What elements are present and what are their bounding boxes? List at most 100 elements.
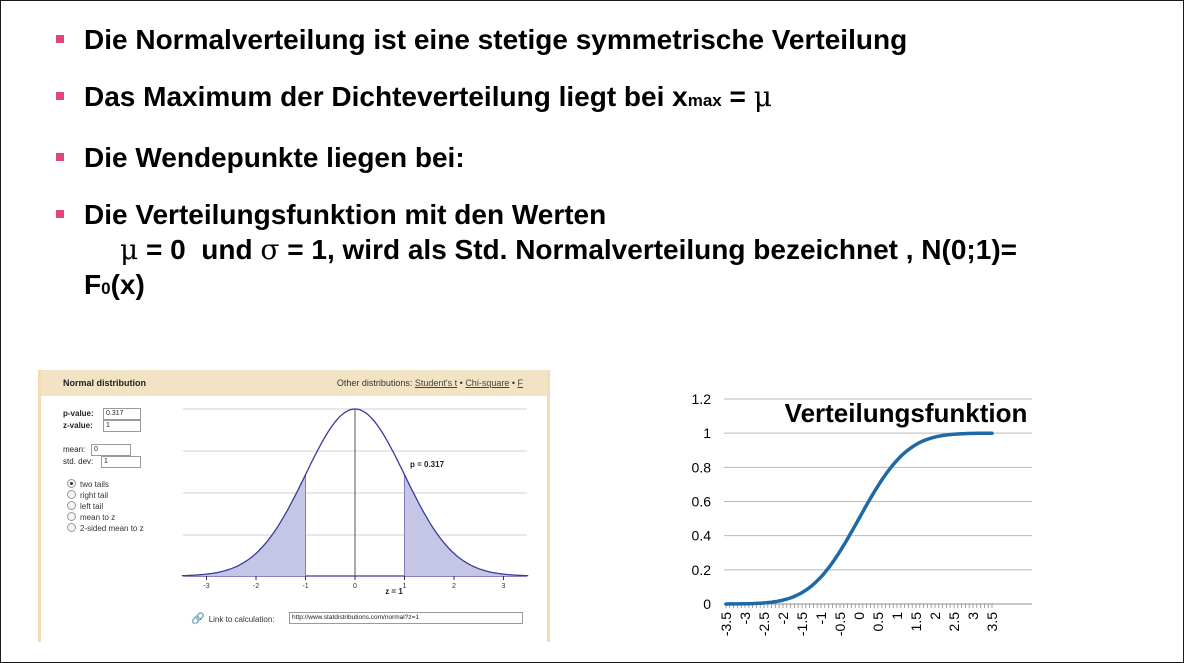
bullet-square-icon [56, 210, 64, 218]
x-tick-label: -3 [203, 583, 209, 590]
cdf-x-tick-label: 3 [965, 612, 981, 620]
std-dev-label: std. dev: [63, 457, 94, 466]
bullet-4-line1: Die Verteilungsfunktion mit den Werten [84, 199, 607, 230]
radio-selected-icon [67, 479, 76, 488]
cdf-grid [724, 398, 1032, 605]
bullet-square-icon [56, 92, 64, 100]
cdf-chart: 0 0.2 0.4 0.6 0.8 1 1.2 -3.5 -3 -2.5 -2 -1.5 -1 -0.5… [692, 391, 1032, 636]
cdf-series-line [724, 431, 994, 606]
sigma-symbol: σ [260, 233, 280, 266]
bullet-4-line2: μ = 0 und σ = 1, wird als Std. Normalver… [84, 232, 1164, 267]
density-x-ticks: -3 -2 -1 0 1 2 3 [203, 576, 506, 590]
chart-title: Verteilungsfunktion [785, 398, 1028, 428]
radio-icon [67, 512, 76, 521]
normal-distribution-calculator: Normal distribution Other distributions:… [38, 370, 550, 642]
cdf-x-tick-label: -0.5 [832, 612, 848, 636]
cdf-y-tick-label: 0 [703, 596, 711, 612]
x-tick-label: 0 [353, 583, 357, 590]
option-2-sided-mean-to-z[interactable]: 2-sided mean to z [67, 523, 144, 533]
cdf-y-tick-label: 1 [703, 425, 711, 441]
mu-symbol: μ [120, 233, 139, 266]
density-grid [183, 408, 527, 577]
mu-symbol: μ [753, 80, 772, 113]
mean-label: mean: [63, 445, 86, 454]
bullet-3: Die Wendepunkte liegen bei: [54, 140, 1164, 176]
bullet-2-equals: = [721, 81, 754, 112]
separator: • [509, 378, 518, 388]
link-to-calculation: 🔗 Link to calculation: [191, 612, 275, 625]
cdf-x-tick-label: 0.5 [870, 612, 886, 632]
x-tick-label: -2 [253, 583, 259, 590]
cdf-x-tick-label: 3.5 [984, 612, 1000, 632]
bullet-2: Das Maximum der Dichteverteilung liegt b… [54, 79, 1164, 119]
cdf-y-tick-label: 0.6 [692, 494, 712, 510]
std-dev-input[interactable]: 1 [101, 456, 141, 468]
bullet-4-line3: F0(x) [84, 269, 145, 300]
bullet-square-icon [56, 153, 64, 161]
bullet-1: Die Normalverteilung ist eine stetige sy… [54, 22, 1164, 58]
cdf-x-tick-label: -3.5 [718, 612, 734, 636]
f-argument: (x) [110, 269, 145, 300]
p-value-label: p-value: [63, 409, 94, 418]
option-left-tail[interactable]: left tail [67, 501, 103, 511]
cdf-y-tick-label: 1.2 [692, 391, 712, 407]
calculator-title: Normal distribution [63, 378, 146, 388]
bullet-3-text: Die Wendepunkte liegen bei: [84, 142, 465, 173]
cdf-x-tick-label: -2.5 [756, 612, 772, 636]
right-tail-shade [404, 474, 529, 576]
left-tail-shade [181, 474, 306, 576]
cdf-y-tick-label: 0.8 [692, 459, 712, 475]
bullet-1-text: Die Normalverteilung ist eine stetige sy… [84, 24, 908, 55]
z-value-input[interactable]: 1 [103, 420, 141, 432]
radio-icon [67, 501, 76, 510]
x-tick-label: 3 [502, 583, 506, 590]
link-label: Link to calculation: [208, 615, 275, 624]
bullet-list: Die Normalverteilung ist eine stetige sy… [54, 22, 1164, 327]
radio-icon [67, 490, 76, 499]
p-annotation: p = 0.317 [410, 460, 445, 469]
cdf-x-tick-label: 2 [927, 612, 943, 620]
bullet-2-text: Das Maximum der Dichteverteilung liegt b… [84, 81, 688, 112]
bullet-4-post: = 1, wird als Std. Normalverteilung beze… [279, 234, 1017, 265]
cdf-x-tick-label: -2 [775, 612, 791, 625]
f-subscript: 0 [101, 279, 111, 298]
x-tick-label: 1 [403, 583, 407, 590]
z-caption: z = 1 [385, 587, 403, 596]
cdf-x-tick-label: 2.5 [946, 612, 962, 632]
cdf-y-tick-label: 0.4 [692, 528, 712, 544]
cdf-y-ticks: 0 0.2 0.4 0.6 0.8 1 1.2 [692, 391, 712, 612]
calculator-header: Normal distribution Other distributions:… [41, 370, 547, 396]
other-distributions-label: Other distributions: [336, 378, 415, 388]
z-value-label: z-value: [63, 421, 93, 430]
cdf-x-tick-label: 1 [889, 612, 905, 620]
bullet-4-mid: = 0 und [138, 234, 261, 265]
link-students-t[interactable]: Student's t [414, 378, 458, 388]
bullet-2-subscript: max [687, 91, 722, 110]
chain-link-icon: 🔗 [191, 613, 205, 625]
bullet-square-icon [56, 35, 64, 43]
calculation-url-input[interactable]: http://www.statdistributions.com/normal?… [289, 612, 523, 624]
p-value-input[interactable]: 0.317 [103, 408, 141, 420]
cdf-x-ticks: -3.5 -3 -2.5 -2 -1.5 -1 -0.5 0 0.5 1 1.5 2 2.5 3 3.5 [718, 604, 1000, 636]
mean-input[interactable]: 0 [91, 444, 131, 456]
density-plot: -3 -2 -1 0 1 2 3 p = 0.317 z = 1 [181, 408, 529, 596]
option-right-tail[interactable]: right tail [67, 490, 108, 500]
other-distributions: Other distributions: Student's t • Chi-s… [337, 378, 523, 388]
x-tick-label: -1 [302, 583, 308, 590]
cdf-x-tick-label: 1.5 [908, 612, 924, 632]
link-chi-square[interactable]: Chi-square [465, 378, 510, 388]
link-f[interactable]: F [517, 378, 524, 388]
radio-icon [67, 523, 76, 532]
density-curve [181, 408, 529, 577]
cdf-x-tick-label: 0 [851, 612, 867, 620]
option-two-tails[interactable]: two tails [67, 479, 109, 489]
f-symbol: F [84, 269, 102, 300]
cdf-x-tick-label: -1 [813, 612, 829, 625]
bullet-4: Die Verteilungsfunktion mit den Werten μ… [54, 197, 1164, 306]
separator: • [457, 378, 466, 388]
x-tick-label: 2 [452, 583, 456, 590]
option-mean-to-z[interactable]: mean to z [67, 512, 115, 522]
cdf-x-tick-label: -1.5 [794, 612, 810, 636]
cdf-x-tick-label: -3 [737, 612, 753, 625]
cdf-y-tick-label: 0.2 [692, 562, 712, 578]
